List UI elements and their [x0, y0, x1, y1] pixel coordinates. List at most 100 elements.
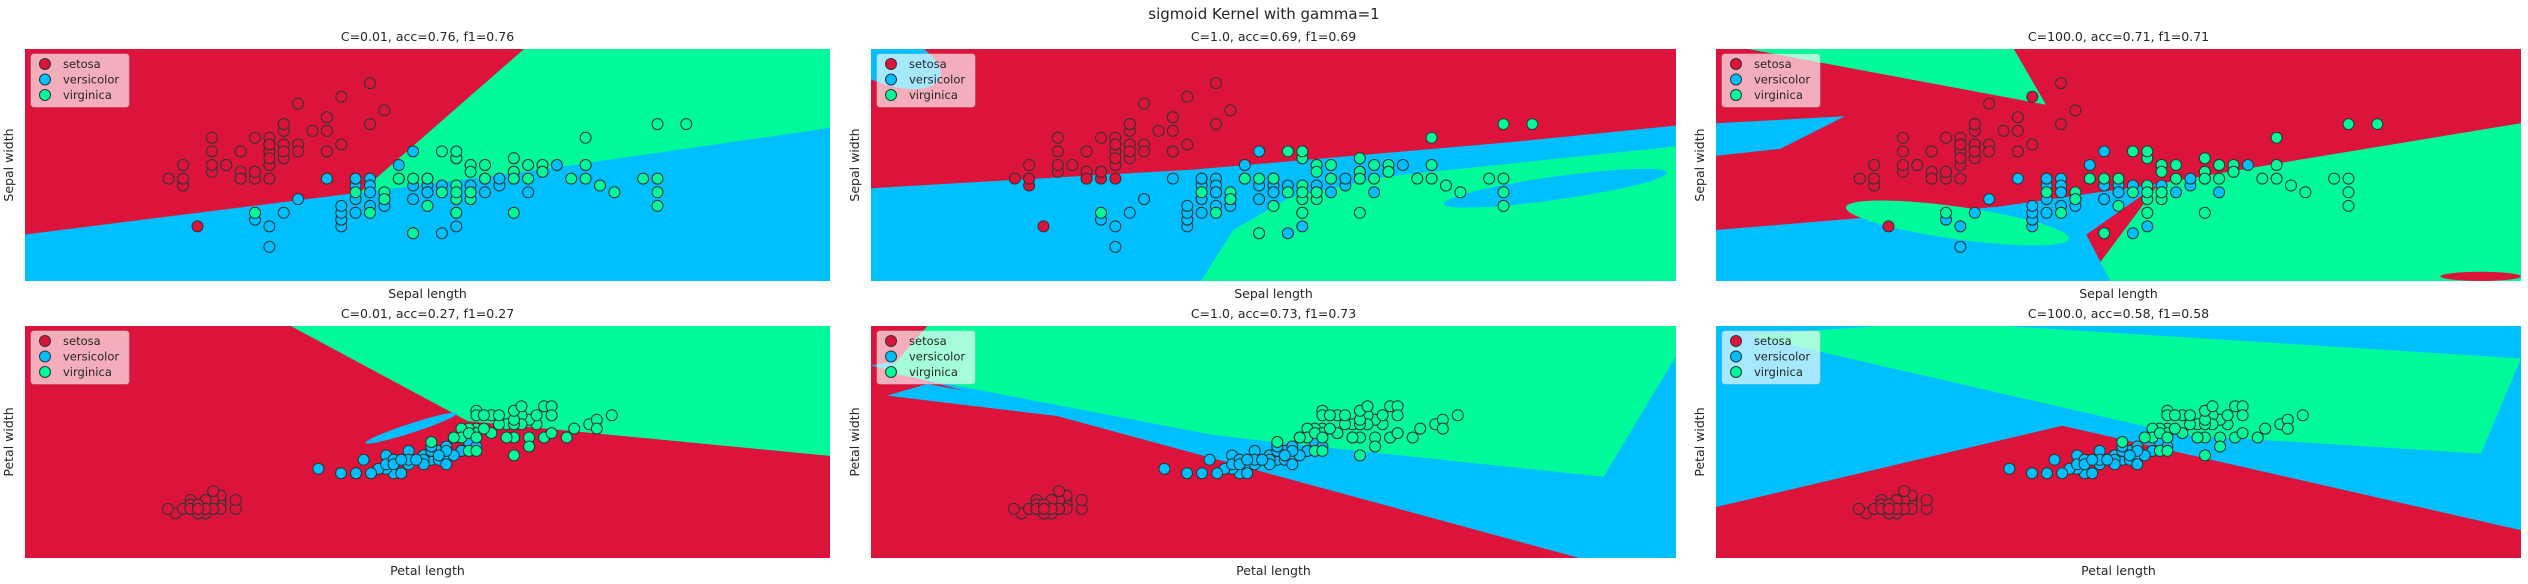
point-virginica: [2259, 422, 2272, 435]
point-virginica: [1210, 206, 1222, 219]
point-versicolor: [1256, 453, 1269, 466]
point-setosa: [292, 97, 305, 110]
point-virginica: [1454, 186, 1467, 199]
legend-box: [1721, 53, 1821, 108]
point-setosa: [1109, 172, 1122, 185]
legend-label-virginica: virginica: [63, 88, 112, 102]
decision-regions: [1716, 49, 2521, 281]
point-setosa: [205, 131, 218, 144]
legend-box: [876, 330, 976, 385]
point-virginica: [545, 427, 558, 440]
legend-marker-setosa: [39, 335, 51, 347]
point-versicolor: [2098, 193, 2111, 206]
point-setosa: [249, 165, 261, 178]
point-setosa: [1166, 124, 1179, 137]
point-versicolor: [2048, 453, 2061, 466]
point-versicolor: [2170, 186, 2182, 199]
point-versicolor: [1166, 172, 1179, 185]
point-setosa: [2055, 77, 2067, 90]
point-virginica: [2155, 186, 2168, 199]
point-virginica: [507, 206, 520, 219]
x-axis-label: Sepal length: [1234, 286, 1313, 301]
point-virginica: [594, 179, 606, 192]
point-virginica: [2270, 131, 2283, 144]
point-versicolor: [479, 186, 491, 199]
point-virginica: [392, 172, 405, 185]
point-versicolor: [365, 467, 378, 480]
point-setosa: [1007, 502, 1020, 515]
point-virginica: [2342, 172, 2355, 185]
point-virginica: [1497, 172, 1510, 185]
point-setosa: [207, 485, 220, 498]
point-versicolor: [364, 186, 376, 199]
point-virginica: [536, 165, 549, 178]
point-setosa: [335, 90, 348, 103]
point-virginica: [450, 206, 463, 219]
point-setosa: [1940, 131, 1952, 144]
point-setosa: [320, 145, 333, 158]
point-setosa: [1123, 118, 1136, 131]
point-versicolor: [392, 159, 405, 171]
region-virginica: [2086, 123, 2521, 281]
legend-label-setosa: setosa: [1754, 334, 1792, 348]
point-virginica: [2198, 206, 2211, 219]
subplot-4: C=0.01, acc=0.27, f1=0.27 Petal length Pet…: [1, 306, 830, 578]
point-virginica: [507, 172, 520, 185]
point-virginica: [1353, 206, 1366, 219]
point-setosa: [1882, 220, 1895, 233]
legend-label-virginica: virginica: [1754, 365, 1803, 379]
point-versicolor: [522, 186, 535, 199]
point-virginica: [1253, 172, 1266, 185]
x-axis-label: Petal length: [390, 563, 465, 578]
point-virginica: [1238, 172, 1251, 185]
point-setosa: [1210, 118, 1222, 131]
point-virginica: [2098, 227, 2111, 240]
point-virginica: [2168, 422, 2181, 435]
point-virginica: [1376, 409, 1389, 422]
point-setosa: [162, 172, 175, 185]
legend-marker-virginica: [885, 89, 897, 101]
y-axis-label: Petal width: [1, 407, 16, 476]
point-setosa: [277, 145, 290, 158]
x-axis-label: Petal length: [2081, 563, 2156, 578]
point-setosa: [364, 77, 376, 90]
point-virginica: [450, 145, 463, 158]
point-versicolor: [1278, 449, 1291, 462]
point-setosa: [1925, 172, 1938, 185]
point-virginica: [651, 172, 664, 185]
point-setosa: [320, 111, 333, 124]
point-setosa: [1181, 138, 1194, 151]
point-versicolor: [395, 453, 408, 466]
point-setosa: [234, 172, 247, 185]
point-versicolor: [320, 172, 333, 185]
point-virginica: [2141, 145, 2154, 158]
point-setosa: [378, 104, 391, 117]
subplot-title: C=1.0, acc=0.69, f1=0.69: [1191, 29, 1356, 44]
point-virginica: [470, 431, 483, 444]
legend-marker-virginica: [39, 89, 51, 101]
point-virginica: [479, 159, 491, 171]
point-virginica: [1526, 118, 1539, 131]
point-virginica: [1339, 409, 1351, 422]
point-setosa: [1166, 145, 1179, 158]
point-virginica: [2168, 409, 2181, 422]
point-versicolor: [1138, 193, 1151, 206]
legend-label-versicolor: versicolor: [1754, 350, 1810, 364]
point-virginica: [2138, 431, 2151, 444]
point-virginica: [2299, 186, 2312, 199]
point-setosa: [2026, 90, 2039, 103]
point-setosa: [364, 118, 376, 131]
point-setosa: [1051, 145, 1064, 158]
point-versicolor: [1241, 453, 1254, 466]
point-virginica: [1316, 444, 1329, 457]
point-setosa: [1023, 172, 1036, 185]
point-versicolor: [2003, 462, 2016, 475]
point-virginica: [2251, 431, 2264, 444]
point-virginica: [530, 409, 543, 422]
point-virginica: [2236, 409, 2249, 422]
point-virginica: [1414, 422, 1427, 435]
point-virginica: [2069, 193, 2082, 206]
point-virginica: [1369, 440, 1382, 453]
